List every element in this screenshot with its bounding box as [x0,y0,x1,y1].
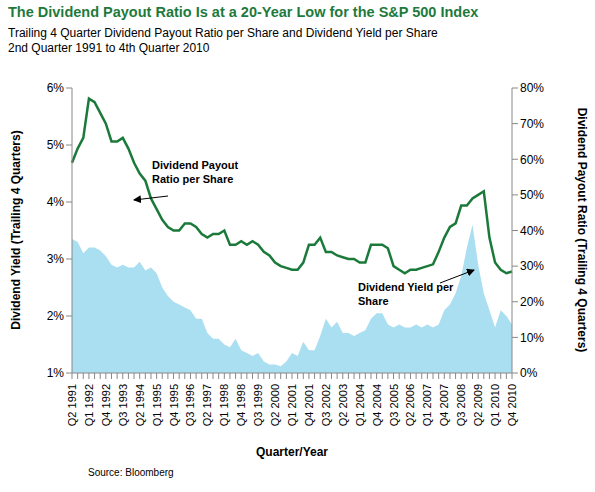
svg-text:1%: 1% [47,366,65,380]
html-text:Dividend Payout Ratio per Shar: Dividend Payout Ratio per Share [152,159,239,185]
svg-text:Q2 2003: Q2 2003 [337,384,349,426]
svg-text:Quarter/Year: Quarter/Year [256,445,328,459]
svg-text:Q3 1999: Q3 1999 [252,384,264,426]
svg-text:Q1 2004: Q1 2004 [354,384,366,426]
svg-text:Q2 1991: Q2 1991 [66,384,78,426]
svg-text:30%: 30% [520,259,544,273]
svg-text:Q1 1998: Q1 1998 [218,384,230,426]
svg-text:4%: 4% [47,195,65,209]
svg-text:40%: 40% [520,224,544,238]
svg-text:70%: 70% [520,117,544,131]
html-text:2nd Quarter 1991 to 4th Quarte: 2nd Quarter 1991 to 4th Quarter 2010 [8,41,210,55]
svg-text:2%: 2% [47,309,65,323]
svg-text:Q4 2010: Q4 2010 [506,384,518,426]
svg-text:Q1 1995: Q1 1995 [151,384,163,426]
svg-text:Dividend Payout Ratio (Trailin: Dividend Payout Ratio (Trailing 4 Quarte… [575,108,587,353]
svg-text:Q2 1997: Q2 1997 [201,384,213,426]
svg-text:80%: 80% [520,81,544,95]
svg-text:Q2 2006: Q2 2006 [404,384,416,426]
svg-text:Q4 2004: Q4 2004 [371,384,383,426]
html-text:The Dividend Payout Ratio Is a: The Dividend Payout Ratio Is at a 20-Yea… [8,4,479,20]
svg-text:3%: 3% [47,252,65,266]
svg-text:Q3 1993: Q3 1993 [117,384,129,426]
svg-text:Q4 2001: Q4 2001 [303,384,315,426]
svg-text:20%: 20% [520,295,544,309]
svg-text:Source: Bloomberg: Source: Bloomberg [88,467,174,478]
svg-text:Q2 1994: Q2 1994 [134,384,146,426]
html-text:Trailing 4 Quarter Dividend Pa: Trailing 4 Quarter Dividend Payout Ratio… [8,26,438,40]
svg-text:10%: 10% [520,331,544,345]
svg-text:6%: 6% [47,81,65,95]
svg-text:Q3 2002: Q3 2002 [320,384,332,426]
svg-text:60%: 60% [520,153,544,167]
svg-text:Q1 2007: Q1 2007 [421,384,433,426]
svg-text:5%: 5% [47,138,65,152]
svg-text:Q2 2000: Q2 2000 [269,384,281,426]
svg-text:Dividend Yield (Trailing 4 Qua: Dividend Yield (Trailing 4 Quarters) [9,130,23,329]
svg-text:Q4 1998: Q4 1998 [235,384,247,426]
svg-text:Q4 1992: Q4 1992 [100,384,112,426]
svg-text:Q1 1992: Q1 1992 [83,384,95,426]
svg-text:Q2 2009: Q2 2009 [472,384,484,426]
svg-text:0%: 0% [520,366,538,380]
svg-text:Q3 2005: Q3 2005 [388,384,400,426]
svg-text:Q4 2007: Q4 2007 [438,384,450,426]
html-text:Dividend Yield per Share: Dividend Yield per Share [358,281,454,307]
svg-text:Q4 1995: Q4 1995 [168,384,180,426]
svg-text:50%: 50% [520,188,544,202]
svg-text:Q1 2001: Q1 2001 [286,384,298,426]
svg-text:Q1 2010: Q1 2010 [489,384,501,426]
svg-text:Q3 1996: Q3 1996 [184,384,196,426]
svg-text:Q3 2008: Q3 2008 [455,384,467,426]
